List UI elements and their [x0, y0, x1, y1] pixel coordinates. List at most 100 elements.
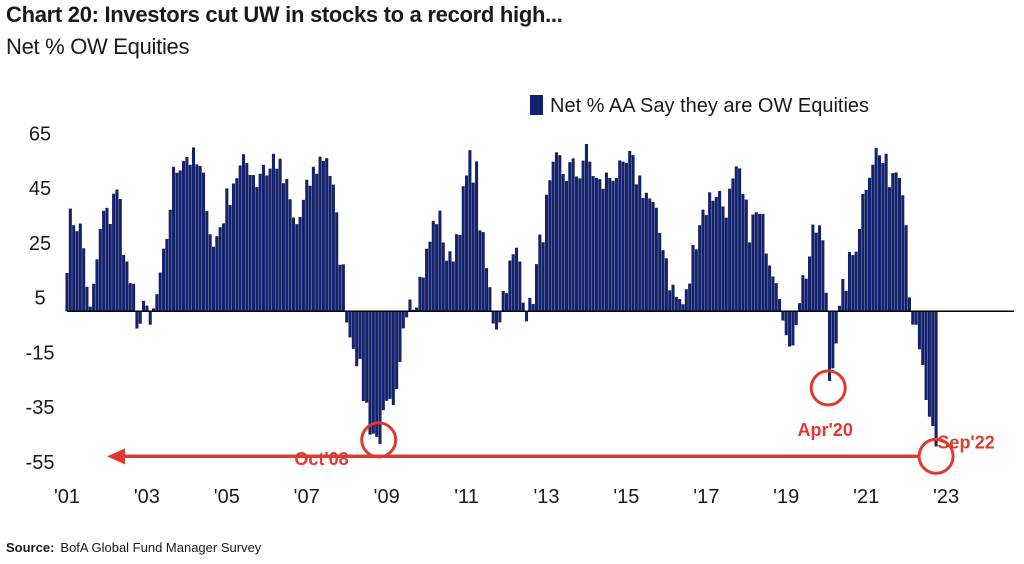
bar	[128, 283, 132, 312]
chart-title: Chart 20: Investors cut UW in stocks to …	[6, 2, 563, 27]
bar	[381, 311, 385, 411]
bar	[155, 294, 159, 312]
bar	[641, 197, 645, 312]
bar	[907, 297, 911, 312]
bar	[901, 195, 905, 312]
bar	[468, 150, 472, 312]
bar	[445, 260, 449, 312]
bar	[125, 261, 129, 312]
bar	[261, 164, 265, 312]
bar	[934, 311, 938, 447]
bar	[514, 247, 519, 312]
bar	[711, 200, 715, 312]
bar	[891, 173, 895, 312]
bar	[754, 212, 758, 312]
bar	[305, 179, 309, 312]
bar	[251, 175, 255, 312]
bar	[338, 264, 342, 312]
bar	[288, 199, 292, 312]
bar	[65, 273, 69, 312]
bar	[917, 311, 921, 350]
bar	[568, 162, 572, 312]
bar	[694, 249, 698, 312]
bar	[98, 228, 102, 312]
bar	[814, 232, 818, 312]
x-tick-label: '11	[454, 486, 479, 508]
bar	[581, 160, 585, 312]
bar	[734, 166, 738, 312]
bar	[168, 209, 172, 312]
bar	[768, 265, 772, 312]
bar	[491, 311, 495, 324]
bar	[245, 163, 249, 312]
bar	[538, 234, 542, 312]
bar	[631, 155, 635, 312]
bar	[495, 311, 499, 330]
bar	[544, 194, 549, 312]
bar	[425, 248, 429, 312]
bar	[221, 223, 226, 312]
bar	[82, 248, 86, 312]
bar	[881, 162, 885, 312]
y-tick-label: -15	[26, 342, 55, 364]
bar	[714, 196, 718, 312]
bar	[614, 177, 618, 312]
source-label: Source:	[6, 540, 55, 555]
bar	[618, 160, 622, 312]
bar	[475, 161, 479, 312]
bar	[651, 202, 655, 312]
bar	[804, 278, 808, 312]
bar	[554, 152, 559, 312]
bar	[897, 178, 901, 312]
bar	[95, 259, 99, 312]
bar	[285, 179, 289, 312]
bar	[628, 150, 632, 312]
x-tick-label: '15	[613, 486, 639, 508]
bar	[228, 205, 232, 312]
bar	[701, 209, 705, 312]
bar	[355, 311, 359, 367]
bar	[574, 176, 578, 312]
bar	[115, 189, 119, 312]
legend-label: Net % AA Say they are OW Equities	[550, 95, 869, 117]
bar	[85, 286, 89, 312]
bar	[904, 225, 908, 312]
bar	[182, 161, 186, 312]
bar	[588, 161, 592, 312]
bar	[844, 290, 848, 312]
bar	[158, 272, 162, 312]
bar	[341, 264, 345, 312]
bar	[375, 311, 379, 437]
bar	[75, 231, 79, 312]
bar	[408, 299, 412, 312]
legend: Net % AA Say they are OW Equities	[530, 95, 869, 117]
bar	[854, 251, 858, 312]
bar	[834, 311, 838, 344]
bar	[808, 256, 812, 312]
bar	[458, 234, 462, 312]
bar	[361, 311, 365, 402]
bar	[541, 242, 545, 312]
bar	[861, 193, 865, 312]
bar	[185, 157, 189, 312]
bar	[201, 172, 206, 312]
arrow-head	[106, 448, 125, 465]
bar	[505, 293, 509, 312]
bar	[594, 177, 598, 312]
bar	[448, 251, 452, 312]
bar	[415, 307, 419, 312]
bar	[558, 155, 562, 312]
bar	[871, 164, 875, 312]
bar	[365, 311, 369, 403]
bar	[857, 229, 862, 312]
bar	[255, 187, 259, 312]
bar	[485, 268, 489, 312]
bar	[465, 175, 469, 312]
bar	[258, 173, 262, 312]
bar	[931, 311, 935, 427]
bar-chart: 65 45 25 5 -15 -35 -55 '01 '03 '05 '07 '09 '11 '13 '1…	[26, 95, 1014, 508]
bar	[841, 279, 845, 312]
bar	[325, 158, 329, 312]
bar	[205, 210, 209, 312]
bar	[684, 289, 688, 312]
